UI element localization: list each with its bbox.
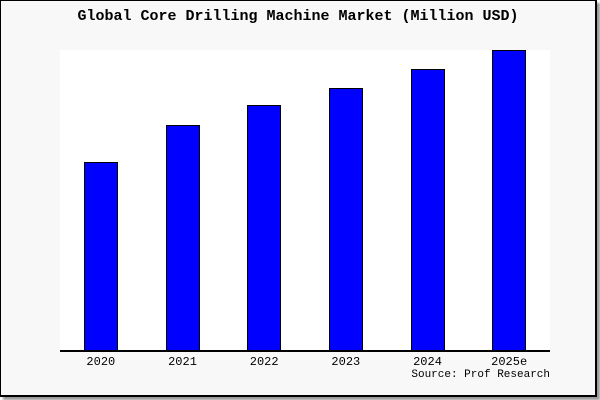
chart-title: Global Core Drilling Machine Market (Mil… <box>77 8 519 25</box>
bar-2025e <box>492 50 527 350</box>
bar-2022 <box>247 104 282 350</box>
plot-area <box>60 50 550 352</box>
x-tick-2023: 2023 <box>331 355 361 369</box>
x-axis: 2020 2021 2022 2023 2024 2025e <box>60 355 550 369</box>
source-label: Source: Prof Research <box>411 369 550 381</box>
bar-2024 <box>410 68 445 350</box>
x-tick-2021: 2021 <box>168 355 197 369</box>
bar-2020 <box>83 161 118 350</box>
x-tick-2024: 2024 <box>413 355 442 369</box>
x-tick-2020: 2020 <box>86 355 116 369</box>
bar-2023 <box>328 88 363 350</box>
bar-2021 <box>165 125 200 350</box>
x-tick-2025e: 2025e <box>491 355 528 369</box>
x-tick-2022: 2022 <box>249 355 279 369</box>
